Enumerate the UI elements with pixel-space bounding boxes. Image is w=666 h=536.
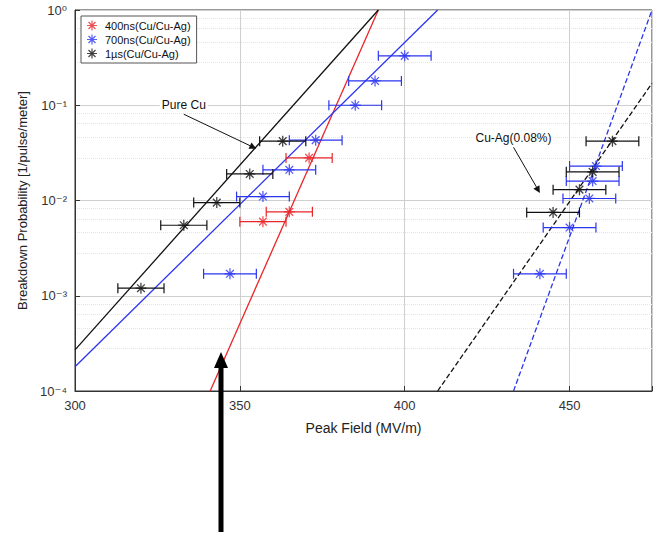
svg-text:10⁰: 10⁰ xyxy=(47,3,67,18)
svg-text:400: 400 xyxy=(394,398,416,413)
svg-text:Pure Cu: Pure Cu xyxy=(162,98,206,112)
svg-text:10⁻⁴: 10⁻⁴ xyxy=(40,384,67,399)
svg-text:700ns(Cu/Cu-Ag): 700ns(Cu/Cu-Ag) xyxy=(105,34,191,46)
svg-text:10⁻²: 10⁻² xyxy=(41,193,67,208)
svg-text:450: 450 xyxy=(559,398,581,413)
svg-text:300: 300 xyxy=(64,398,86,413)
svg-text:400ns(Cu/Cu-Ag): 400ns(Cu/Cu-Ag) xyxy=(105,20,191,32)
svg-text:10⁻³: 10⁻³ xyxy=(41,288,67,303)
svg-text:Peak Field (MV/m): Peak Field (MV/m) xyxy=(306,420,422,436)
svg-text:350: 350 xyxy=(229,398,251,413)
svg-text:10⁻¹: 10⁻¹ xyxy=(41,98,67,113)
svg-text:Breakdown Probability [1/pulse: Breakdown Probability [1/pulse/meter] xyxy=(15,91,30,310)
svg-text:Cu-Ag(0.08%): Cu-Ag(0.08%) xyxy=(476,131,552,145)
svg-text:1µs(Cu/Cu-Ag): 1µs(Cu/Cu-Ag) xyxy=(105,48,179,60)
